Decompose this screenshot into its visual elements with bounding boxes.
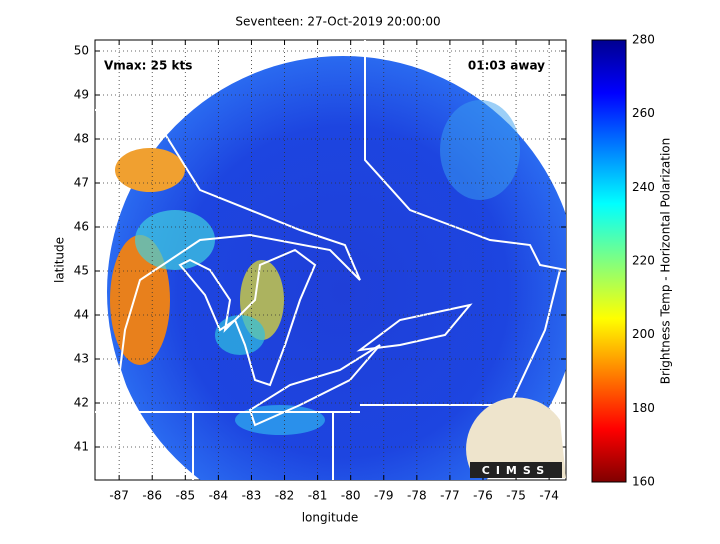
colorbar-tick-label: 260 <box>632 106 655 120</box>
y-axis-label: latitude <box>53 237 67 283</box>
colorbar-tick-label: 240 <box>632 180 655 194</box>
colorbar-tick-label: 280 <box>632 33 655 47</box>
x-tick-label: -78 <box>407 489 427 503</box>
colorbar-label: Brightness Temp - Horizontal Polarizatio… <box>659 138 673 385</box>
chart-title: Seventeen: 27-Oct-2019 20:00:00 <box>235 15 440 29</box>
x-tick-label: -77 <box>440 489 460 503</box>
x-tick-label: -80 <box>341 489 361 503</box>
x-tick-label: -76 <box>473 489 493 503</box>
y-tick-label: 50 <box>74 44 89 58</box>
logo-text: CIMSS <box>482 464 550 477</box>
annotation: Vmax: 25 kts <box>104 59 192 73</box>
logo: CIMSS <box>466 397 566 478</box>
x-tick-label: -74 <box>539 489 559 503</box>
y-tick-label: 41 <box>74 440 89 454</box>
annotation: 01:03 away <box>468 59 545 73</box>
x-tick-label: -82 <box>275 489 295 503</box>
x-tick-label: -75 <box>506 489 526 503</box>
y-tick-label: 42 <box>74 396 89 410</box>
y-tick-label: 44 <box>74 308 89 322</box>
x-axis-label: longitude <box>302 511 359 525</box>
x-tick-label: -86 <box>142 489 162 503</box>
colorbar-tick-label: 180 <box>632 401 655 415</box>
colorbar <box>591 39 627 483</box>
x-tick-label: -84 <box>209 489 229 503</box>
y-tick-label: 45 <box>74 264 89 278</box>
x-tick-label: -87 <box>109 489 129 503</box>
colorbar-tick-label: 200 <box>632 327 655 341</box>
y-tick-label: 47 <box>74 176 89 190</box>
y-tick-label: 43 <box>74 352 89 366</box>
x-tick-label: -79 <box>374 489 394 503</box>
x-tick-label: -85 <box>175 489 195 503</box>
x-tick-label: -83 <box>242 489 262 503</box>
y-tick-label: 46 <box>74 220 89 234</box>
colorbar-tick-label: 220 <box>632 254 655 268</box>
y-tick-label: 48 <box>74 132 89 146</box>
x-tick-label: -81 <box>308 489 328 503</box>
y-tick-label: 49 <box>74 88 89 102</box>
colorbar-tick-label: 160 <box>632 475 655 489</box>
satellite-image <box>95 40 566 480</box>
